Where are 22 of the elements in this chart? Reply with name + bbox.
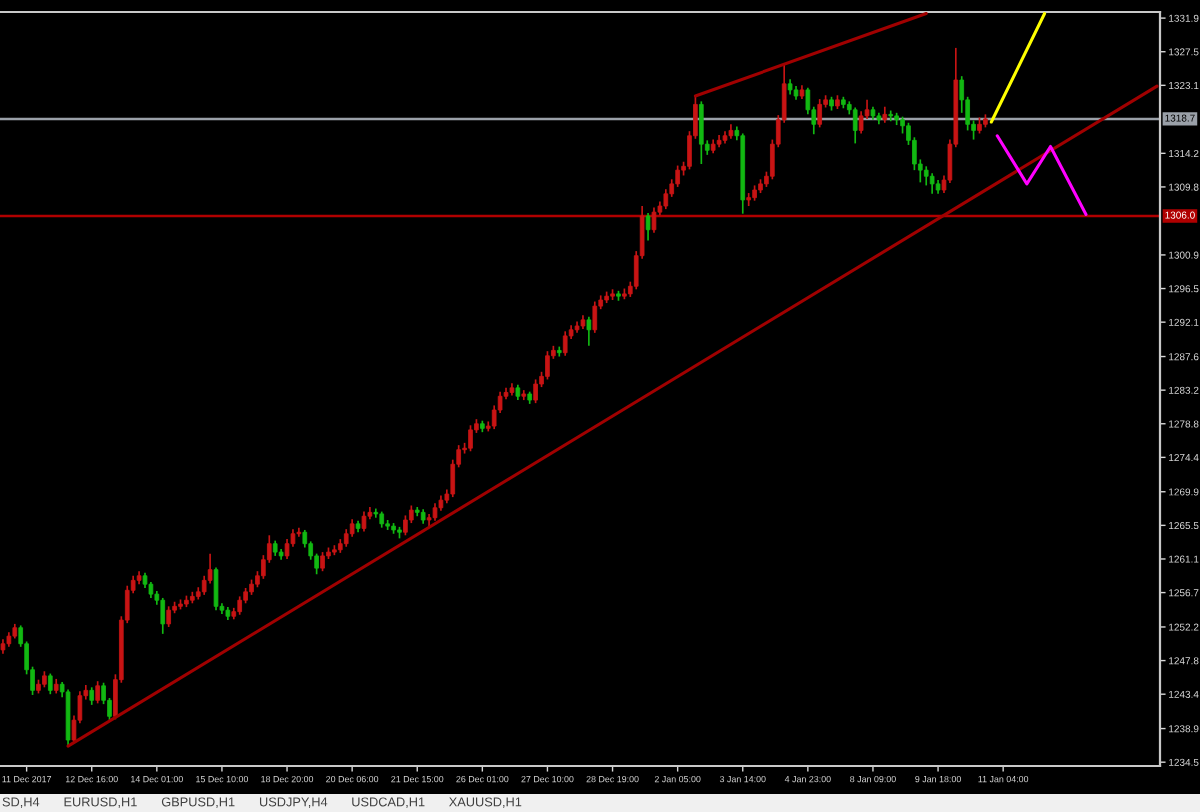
candlestick xyxy=(237,595,243,616)
candlestick xyxy=(645,212,651,242)
candlestick xyxy=(320,551,325,573)
candlestick xyxy=(817,98,823,129)
candlestick xyxy=(361,510,367,533)
candlestick xyxy=(699,100,704,165)
candlestick xyxy=(923,165,929,187)
candlestick xyxy=(852,106,858,145)
candlestick xyxy=(160,597,166,635)
candlestick xyxy=(586,315,592,347)
line-series xyxy=(995,134,1088,216)
candlestick xyxy=(468,424,473,453)
candlestick xyxy=(213,566,219,611)
candlestick xyxy=(929,172,935,195)
candlestick xyxy=(166,605,171,628)
candlestick xyxy=(562,330,568,357)
candlestick xyxy=(545,350,550,381)
candlestick xyxy=(533,378,538,404)
candlestick xyxy=(592,300,598,334)
candlestick xyxy=(47,672,53,696)
candlestick xyxy=(95,680,100,705)
candlestick xyxy=(651,206,657,234)
